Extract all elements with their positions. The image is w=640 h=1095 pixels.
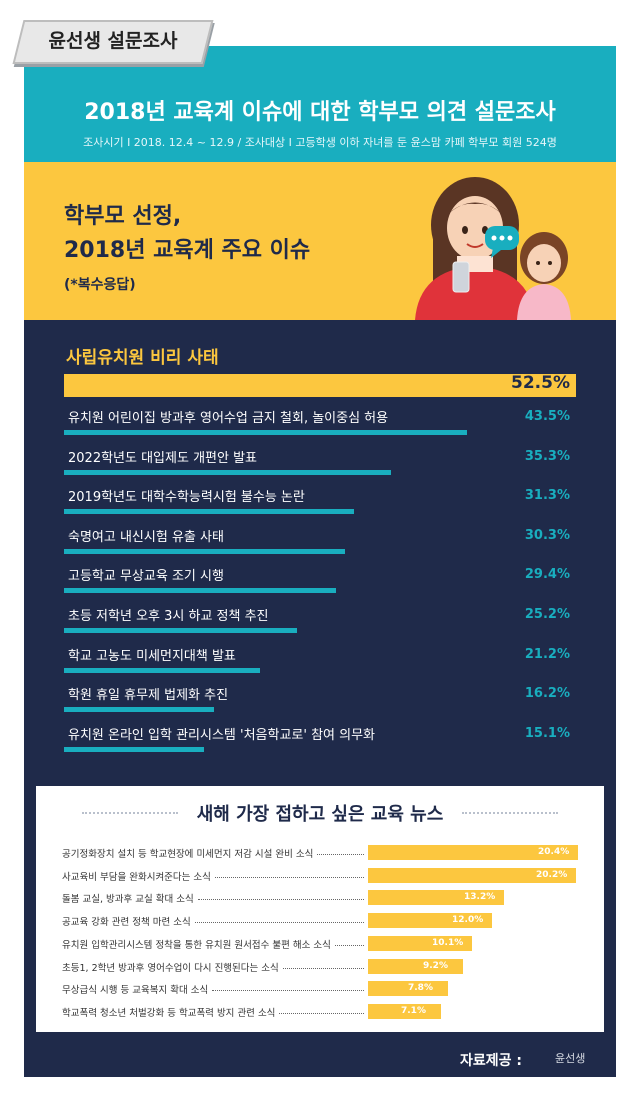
top-issue-label: 사립유치원 비리 사태: [66, 348, 219, 368]
survey-tag-label: 윤선생 설문조사: [48, 30, 178, 52]
issue-value: 43.5%: [524, 409, 570, 424]
title-divider-left: [82, 812, 178, 814]
news-leader: [317, 854, 364, 855]
issue-bar: [64, 707, 214, 713]
news-bar: [368, 958, 463, 974]
news-leader: [279, 1012, 364, 1014]
section-title-line2: 2018년 교육계 주요 이슈: [64, 238, 311, 263]
news-bar: [368, 1003, 441, 1019]
news-value: 7.8%: [408, 983, 433, 994]
news-label: 학교폭력 청소년 처벌강화 등 학교폭력 방지 관련 소식: [62, 1007, 276, 1019]
issue-label: 학원 휴일 휴무제 법제화 추진: [68, 688, 229, 704]
issue-label: 고등학교 무상교육 조기 시행: [68, 569, 224, 585]
issue-value: 16.2%: [524, 686, 570, 702]
issue-bar: [64, 746, 204, 752]
issue-value: 31.3%: [524, 488, 570, 504]
issue-label: 초등 저학년 오후 3시 하교 정책 추진: [68, 609, 269, 624]
news-label: 돌봄 교실, 방과후 교실 확대 소식: [62, 894, 194, 906]
issue-value: 15.1%: [524, 725, 570, 741]
issue-label: 유치원 어린이집 방과후 영어수업 금지 철회, 놀이중심 허용: [68, 411, 389, 426]
title-divider-right: [462, 812, 558, 814]
news-label: 초등1, 2학년 방과후 영어수업이 다시 진행된다는 소식: [62, 962, 279, 974]
news-bar: [368, 981, 448, 997]
issue-label: 숙명여고 내신시험 유출 사태: [68, 529, 224, 545]
news-chart-title: 새해 가장 접하고 싶은 교육 뉴스: [196, 804, 444, 825]
issue-bar: [64, 628, 297, 633]
issue-value: 21.2%: [524, 646, 570, 662]
news-leader: [214, 876, 364, 878]
news-value: 12.0%: [452, 915, 484, 926]
news-value: 20.2%: [536, 869, 568, 880]
issue-label: 유치원 온라인 입학 관리시스템 '처음학교로' 참여 의무화: [68, 727, 376, 743]
news-value: 20.4%: [538, 847, 570, 857]
issue-bar: [64, 548, 345, 554]
issue-value: 29.4%: [524, 567, 570, 583]
news-bar: [368, 890, 504, 906]
news-label: 공기정화장치 설치 등 학교현장에 미세먼지 저감 시설 완비 소식: [62, 849, 314, 860]
news-value: 13.2%: [464, 892, 496, 903]
news-leader: [212, 990, 364, 992]
news-value: 9.2%: [423, 960, 448, 971]
issue-value: 30.3%: [524, 527, 570, 543]
news-bar: [368, 845, 578, 860]
news-bar: [368, 867, 576, 883]
top-issue-bar: [64, 374, 576, 397]
news-leader: [197, 899, 364, 901]
news-bar: [368, 913, 492, 929]
news-leader: [194, 922, 364, 924]
top-issue-value: 52.5%: [511, 373, 570, 393]
issue-bar: [64, 509, 354, 515]
survey-meta: 조사시기 I 2018. 12.4 ~ 12.9 / 조사대상 I 고등학생 이…: [83, 136, 557, 149]
issue-bar: [64, 588, 336, 594]
issue-label: 2019학년도 대학수학능력시험 불수능 논란: [68, 490, 305, 506]
multiple-response-note: (*복수응답): [64, 277, 136, 293]
brand-logo: 윤선생: [555, 1052, 586, 1065]
news-label: 공교육 강화 관련 정책 마련 소식: [62, 917, 191, 929]
news-leader: [334, 944, 364, 946]
issue-bar: [64, 469, 391, 475]
news-label: 사교육비 부담을 완화시켜준다는 소식: [62, 871, 211, 883]
news-value: 10.1%: [432, 937, 464, 948]
page-title: 2018년 교육계 이슈에 대한 학부모 의견 설문조사: [84, 100, 556, 125]
news-label: 유치원 입학관리시스템 정착을 통한 유치원 원서접수 불편 해소 소식: [62, 939, 331, 951]
section-title-line1: 학부모 선정,: [64, 204, 182, 229]
issue-label: 학교 고농도 미세먼지대책 발표: [68, 648, 236, 664]
issue-bar: [64, 430, 467, 435]
issue-value: 25.2%: [524, 607, 570, 622]
issue-label: 2022학년도 대입제도 개편안 발표: [68, 450, 258, 466]
news-label: 무상급식 시행 등 교육복지 확대 소식: [62, 985, 209, 997]
news-leader: [282, 967, 364, 969]
header-band: [24, 46, 616, 162]
news-bar: [368, 935, 472, 951]
issue-value: 35.3%: [524, 448, 570, 464]
data-credit: 자료제공 :: [460, 1053, 522, 1069]
issue-bar: [64, 667, 260, 673]
mother-child-illustration: [415, 177, 571, 320]
news-value: 7.1%: [401, 1005, 426, 1016]
